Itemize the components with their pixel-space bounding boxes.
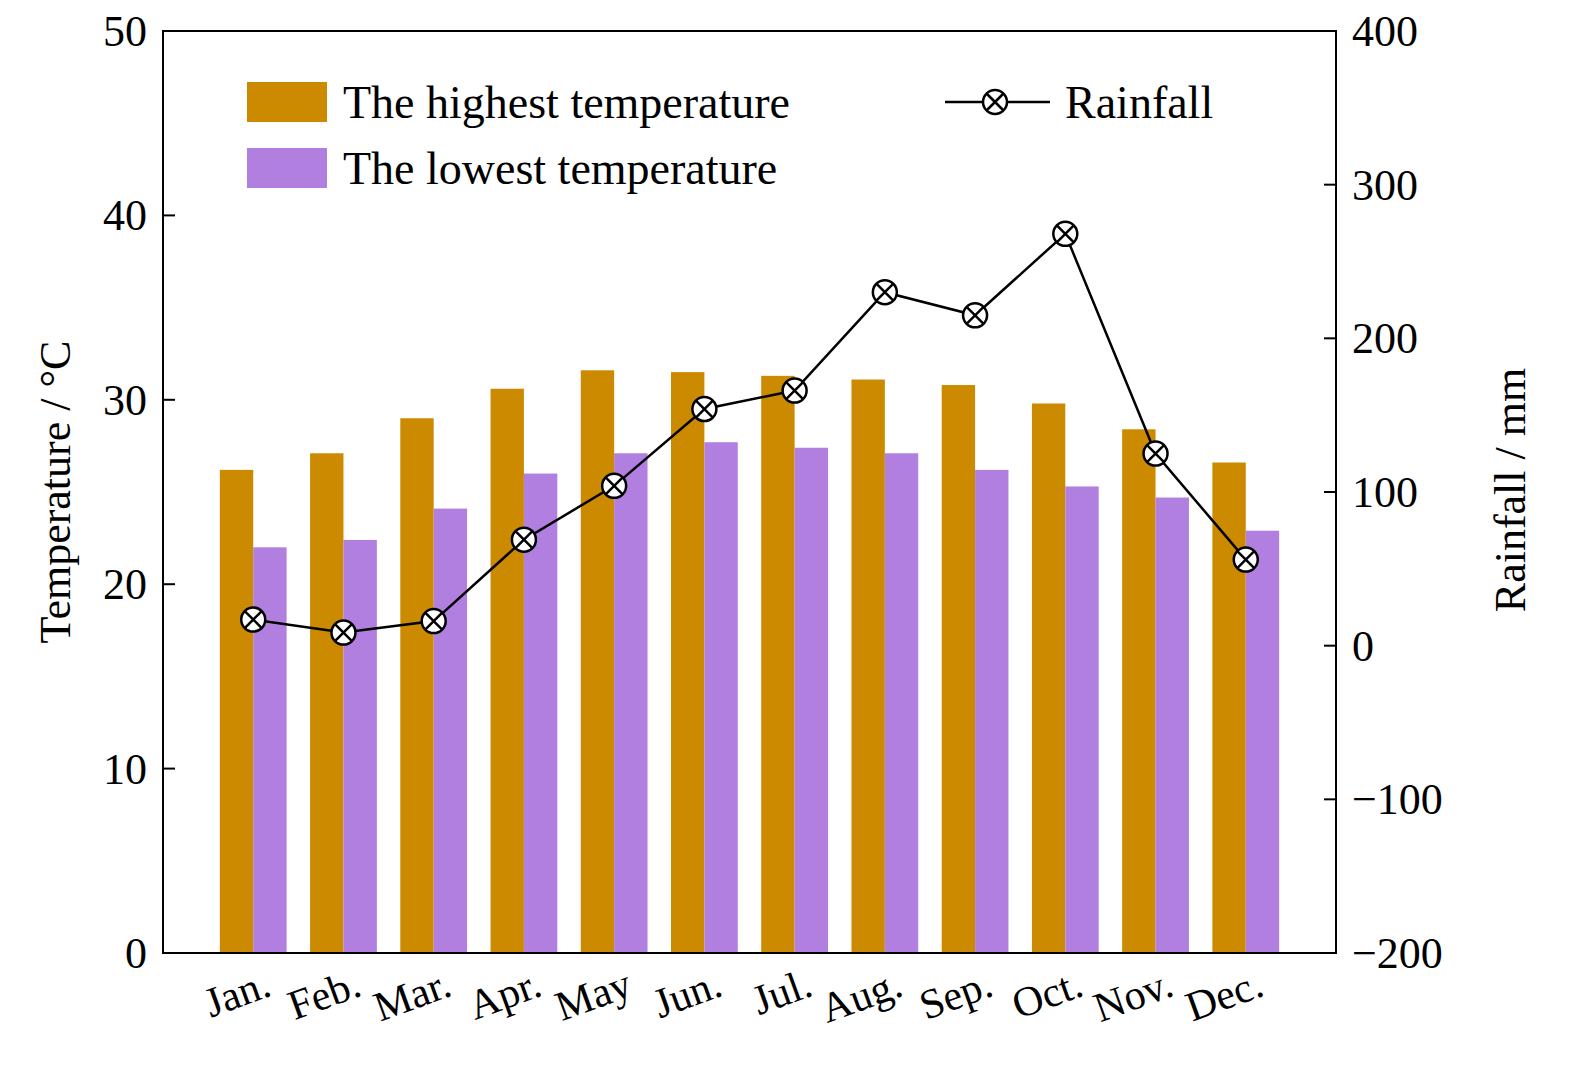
marker [1234,548,1258,572]
bar [1212,462,1245,953]
legend: The highest temperature The lowest temper… [247,77,1213,194]
legend-label: Rainfall [1065,77,1213,128]
bar [614,453,647,953]
marker [1053,222,1077,246]
y2-axis-title: Rainfall / mm [1486,368,1535,612]
line [253,234,1246,633]
bar [851,380,884,953]
legend-label: The lowest temperature [343,143,777,194]
tick-label: 10 [103,745,147,794]
marker [963,303,987,327]
tick-label: 400 [1352,7,1418,56]
category-label: Apr. [462,960,547,1028]
marker [602,474,626,498]
bar [400,418,433,953]
marker [512,528,536,552]
category-label: Sep. [913,960,998,1028]
tick [1324,184,1336,186]
plot-marks [220,222,1279,953]
bar [671,372,704,953]
bar [704,442,737,953]
bar [1122,429,1155,953]
bar [1065,486,1098,953]
bar [885,453,918,953]
bar [343,540,376,953]
chart: 0 10 20 30 40 50 −200 −100 0 100 200 300 400 Jan.Feb.… [0,0,1575,1070]
y-axis-title: Temperature / °C [31,341,80,644]
category-label: Jan. [198,960,276,1026]
tick-label: 0 [1352,622,1374,671]
tick-label: 50 [103,7,147,56]
bar [761,376,794,953]
bar [942,385,975,953]
bar [220,470,253,953]
category-label: Jul. [746,960,818,1024]
marker [241,608,265,632]
tick [1324,30,1336,32]
marker [692,397,716,421]
tick-label: 20 [103,560,147,609]
tick [1324,491,1336,493]
category-label: Mar. [368,960,457,1030]
tick-label: −200 [1352,929,1443,978]
bar [1156,498,1189,953]
tick [1324,645,1336,647]
marker [1144,442,1168,466]
marker [422,609,446,633]
category-label: May [549,960,637,1030]
tick-label: 300 [1352,161,1418,210]
marker [873,280,897,304]
bar [795,448,828,953]
bar [310,453,343,953]
legend-marker [983,90,1007,114]
bar [1032,403,1065,953]
plot-frame [163,31,1336,953]
tick [1324,952,1336,954]
tick [163,768,175,770]
category-label: Jun. [647,960,727,1027]
category-label: Nov. [1088,960,1179,1031]
legend-label: The highest temperature [343,77,790,128]
category-label: Aug. [814,960,908,1032]
tick-label: 200 [1352,314,1418,363]
bar [434,509,467,953]
category-label: Feb. [282,960,367,1028]
legend-swatch [247,148,327,188]
tick [163,214,175,216]
category-label: Dec. [1180,960,1269,1030]
tick [163,583,175,585]
tick-label: 40 [103,191,147,240]
bar [975,470,1008,953]
marker [331,621,355,645]
bar [1246,531,1279,953]
marker [783,379,807,403]
tick [163,30,175,32]
tick-label: 0 [125,929,147,978]
tick [163,952,175,954]
bar [581,370,614,953]
tick-label: 30 [103,376,147,425]
tick [1324,798,1336,800]
legend-swatch [247,82,327,122]
tick [163,399,175,401]
tick-label: 100 [1352,468,1418,517]
tick [1324,337,1336,339]
category-label: Oct. [1006,960,1089,1028]
bar [491,389,524,953]
tick-label: −100 [1352,775,1443,824]
